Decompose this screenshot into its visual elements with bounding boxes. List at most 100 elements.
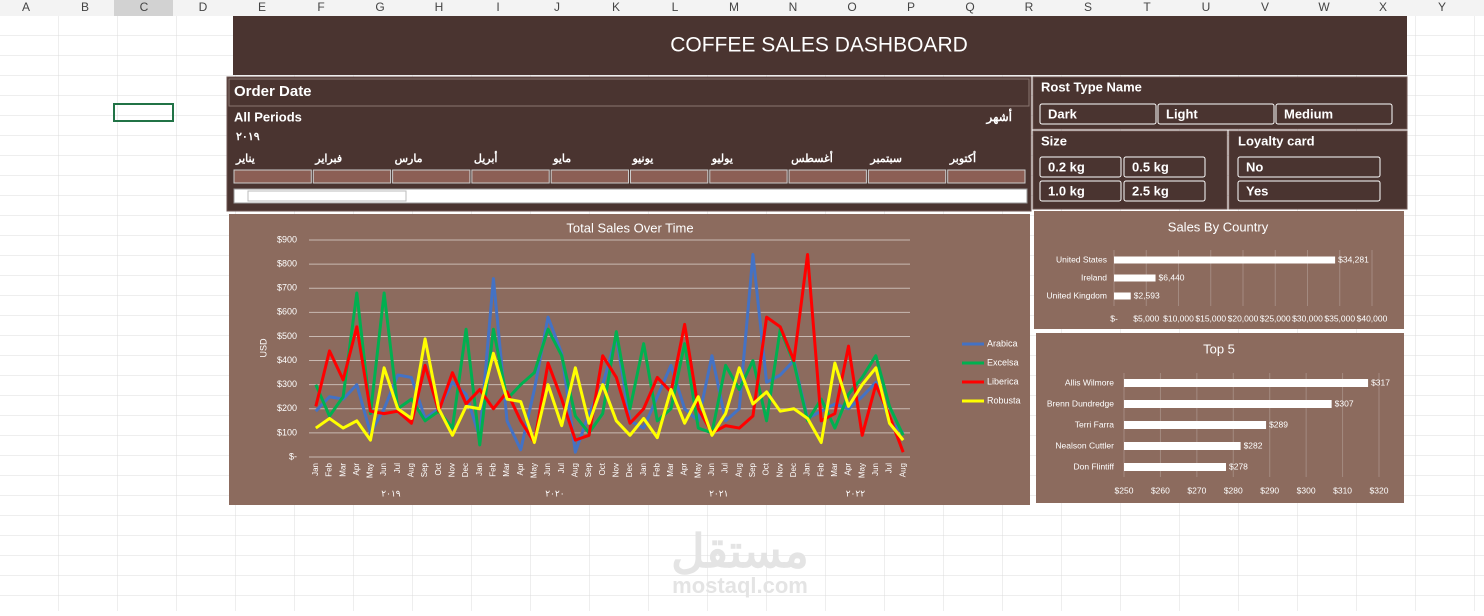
timeline-level[interactable]: أشهر: [985, 109, 1012, 125]
column-header[interactable]: D: [199, 0, 208, 14]
y-tick-label: $800: [277, 258, 297, 268]
timeline-month-bar[interactable]: [233, 169, 312, 184]
timeline-year: ٢٠١٩: [236, 131, 260, 143]
x-tick-label: $270: [1187, 485, 1206, 495]
slicer-button[interactable]: [1039, 103, 1157, 125]
timeline-month: مايو: [552, 153, 571, 165]
slicer-button[interactable]: [1237, 180, 1381, 202]
x-tick-label: Mar: [666, 463, 675, 477]
slicer-button[interactable]: [1123, 180, 1206, 202]
x-tick-label: Aug: [734, 463, 743, 477]
slicer-button[interactable]: [1275, 103, 1393, 125]
top5-chart-panel: [1036, 333, 1404, 503]
timeline-month-bar[interactable]: [788, 169, 867, 184]
column-header[interactable]: G: [375, 0, 384, 14]
column-header[interactable]: C: [140, 0, 149, 14]
title-bar: [233, 16, 1407, 75]
column-header[interactable]: M: [729, 0, 739, 14]
column-header[interactable]: V: [1261, 0, 1269, 14]
bar: [1124, 421, 1267, 429]
timeline-month-bar[interactable]: [550, 169, 630, 184]
value-label: $282: [1244, 440, 1263, 450]
watermark-latin: mostaql.com: [672, 573, 808, 598]
bar: [1124, 379, 1369, 387]
column-header[interactable]: J: [554, 0, 560, 14]
column-header[interactable]: Y: [1438, 0, 1446, 14]
series-line: [314, 337, 905, 445]
column-header[interactable]: S: [1084, 0, 1092, 14]
x-tick-label: Aug: [407, 463, 416, 477]
legend-label: Liberica: [987, 376, 1019, 386]
x-tick-label: Aug: [898, 463, 907, 477]
column-header[interactable]: B: [81, 0, 89, 14]
slicer-title: Loyalty card: [1238, 133, 1315, 148]
column-header[interactable]: L: [672, 0, 679, 14]
y-tick-label: $-: [289, 451, 297, 461]
x-group-label: ٢٠٢١: [709, 488, 728, 498]
x-tick-label: $35,000: [1324, 313, 1355, 323]
timeline-month: أكتوبر: [949, 151, 976, 165]
column-header[interactable]: A: [22, 0, 30, 14]
timeline-month-bar[interactable]: [392, 169, 471, 184]
timeline-month-bar[interactable]: [947, 169, 1026, 184]
column-header[interactable]: R: [1025, 0, 1034, 14]
slicer-item: Yes: [1246, 183, 1268, 198]
x-tick-label: Nov: [775, 463, 784, 477]
column-header[interactable]: Q: [965, 0, 974, 14]
slicer-button[interactable]: [1039, 180, 1122, 202]
column-header[interactable]: H: [435, 0, 444, 14]
slicer-item: Medium: [1284, 106, 1333, 121]
x-tick-label: Apr: [844, 463, 853, 476]
column-header[interactable]: W: [1318, 0, 1330, 14]
active-column-header: [114, 0, 173, 16]
legend-label: Excelsa: [987, 357, 1019, 367]
x-tick-label: $320: [1370, 485, 1389, 495]
timeline-scrollbar[interactable]: [233, 188, 1028, 204]
slicer-button[interactable]: [1157, 103, 1275, 125]
x-group-label: ٢٠١٩: [381, 488, 401, 498]
x-tick-label: Dec: [461, 463, 470, 477]
slicer-button[interactable]: [1237, 156, 1381, 178]
timeline-month: يونيو: [632, 153, 654, 165]
x-tick-label: $300: [1297, 485, 1316, 495]
x-tick-label: Feb: [489, 462, 498, 476]
x-tick-label: Sep: [584, 462, 593, 477]
timeline-month: يوليو: [711, 153, 733, 165]
active-cell[interactable]: [113, 103, 174, 122]
x-tick-label: Jun: [379, 463, 388, 476]
timeline-month-bar[interactable]: [312, 169, 392, 184]
x-tick-label: Jun: [871, 463, 880, 476]
x-tick-label: $5,000: [1133, 313, 1159, 323]
bar: [1124, 400, 1332, 408]
column-header[interactable]: X: [1379, 0, 1387, 14]
x-tick-label: May: [857, 463, 866, 478]
value-label: $34,281: [1338, 254, 1369, 264]
timeline-month: مارس: [395, 153, 423, 165]
scrollbar-thumb[interactable]: [247, 190, 407, 202]
bar: [1114, 256, 1336, 264]
slicer-item: 1.0 kg: [1048, 183, 1085, 198]
timeline-month-bar[interactable]: [471, 169, 550, 184]
column-header[interactable]: U: [1202, 0, 1211, 14]
column-header[interactable]: E: [258, 0, 266, 14]
column-header[interactable]: O: [847, 0, 856, 14]
x-tick-label: Nov: [448, 463, 457, 477]
bar: [1124, 442, 1241, 450]
column-header[interactable]: F: [317, 0, 324, 14]
timeline-month-bar[interactable]: [709, 169, 788, 184]
column-header[interactable]: T: [1143, 0, 1151, 14]
timeline-header: [228, 78, 1030, 107]
column-header[interactable]: K: [612, 0, 620, 14]
column-header[interactable]: I: [496, 0, 499, 14]
slicer-button[interactable]: [1039, 156, 1122, 178]
slicer-button[interactable]: [1123, 156, 1206, 178]
timeline-month: يناير: [235, 153, 255, 165]
column-header[interactable]: N: [789, 0, 798, 14]
timeline-month-bar[interactable]: [630, 169, 709, 184]
x-tick-label: Apr: [352, 463, 361, 476]
slicer-item: 0.2 kg: [1048, 159, 1085, 174]
column-header[interactable]: P: [907, 0, 915, 14]
timeline-month-bar[interactable]: [867, 169, 947, 184]
category-label: Don Flintiff: [1074, 461, 1115, 471]
x-tick-label: Oct: [598, 462, 607, 475]
